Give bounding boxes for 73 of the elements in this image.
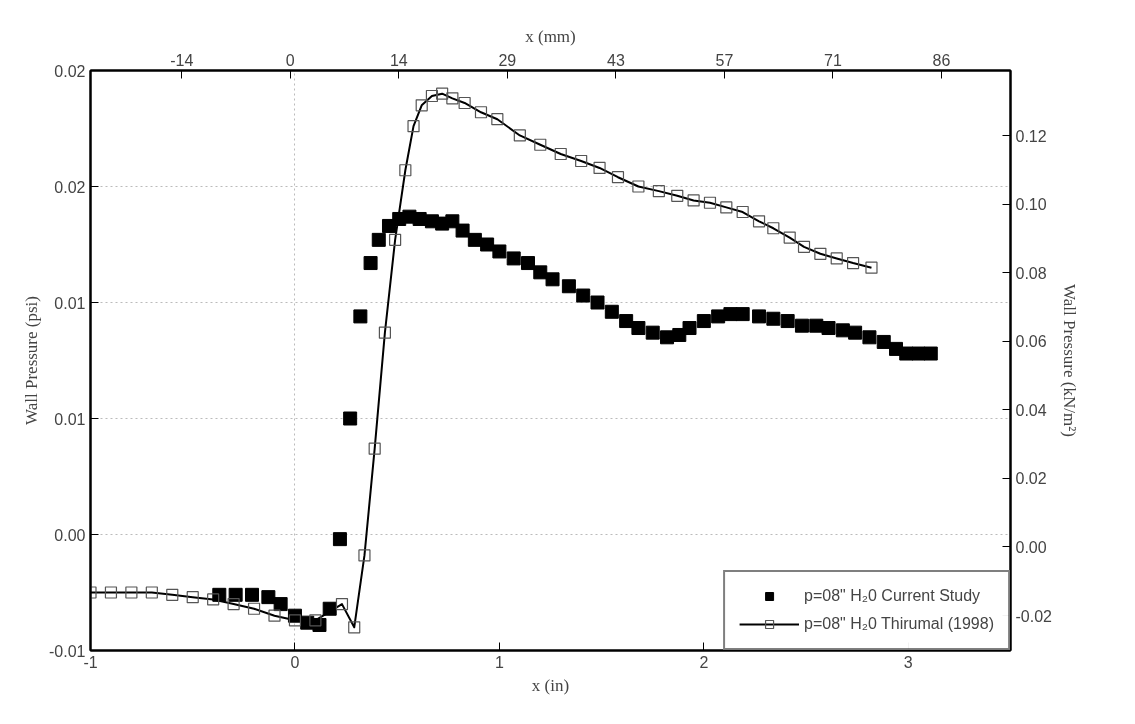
point	[228, 587, 243, 602]
point	[343, 411, 358, 426]
y2-tick-label: 0.10	[1015, 196, 1047, 214]
x2-tick-label: 29	[498, 51, 517, 69]
y2-tick-label: 0.02	[1015, 470, 1047, 488]
point	[506, 251, 521, 266]
point	[261, 590, 276, 605]
point	[492, 244, 507, 259]
point	[752, 309, 767, 324]
legend-label: p=08" H₂0 Thirumal (1998)	[804, 615, 994, 633]
point	[576, 288, 591, 303]
point	[353, 309, 368, 324]
y2-tick-label: 0.06	[1015, 333, 1047, 351]
legend-label: p=08" H₂0 Current Study	[804, 587, 981, 605]
x-axis-title: x (in)	[531, 675, 570, 695]
point	[723, 307, 738, 322]
y2-tick-label: -0.02	[1015, 607, 1053, 625]
point	[467, 232, 482, 247]
point	[876, 334, 891, 349]
x-tick-label: 0	[290, 653, 300, 671]
point	[590, 295, 605, 310]
point	[735, 307, 750, 322]
x2-tick-label: 71	[824, 51, 842, 69]
y-tick-label: 0.02	[54, 178, 86, 196]
x-tick-label: -1	[83, 653, 98, 671]
y2-tick-label: 0.00	[1015, 538, 1047, 556]
point	[645, 325, 660, 340]
point	[631, 321, 646, 336]
x2-tick-label: 86	[932, 51, 951, 69]
x-tick-label: 1	[494, 653, 504, 671]
point	[455, 223, 470, 238]
y-tick-label: 0.01	[54, 294, 86, 312]
y-tick-label: 0.01	[54, 410, 86, 428]
point	[561, 279, 576, 294]
point	[899, 346, 914, 361]
x2-tick-label: 14	[389, 51, 408, 69]
point	[363, 256, 378, 271]
point	[696, 314, 711, 329]
point	[245, 587, 260, 602]
point	[780, 314, 795, 329]
point	[332, 532, 347, 547]
point	[533, 265, 548, 280]
x2-tick-label: 0	[285, 51, 295, 69]
y-axis-title: Wall Pressure (psi)	[22, 296, 42, 425]
point	[923, 346, 938, 361]
point	[273, 597, 288, 612]
point	[848, 325, 863, 340]
point	[604, 304, 619, 319]
y-tick-label: 0.02	[54, 62, 86, 80]
x-tick-label: 2	[699, 653, 709, 671]
x2-tick-label: 43	[607, 51, 625, 69]
y2-axis-title: Wall Pressure (kN/m²)	[1059, 284, 1079, 437]
point	[480, 237, 495, 252]
point	[521, 256, 536, 271]
y2-tick-label: 0.04	[1015, 401, 1047, 419]
x-tick-label: 3	[903, 653, 913, 671]
point	[911, 346, 926, 361]
point	[711, 309, 726, 324]
y-tick-label: 0.00	[54, 526, 86, 544]
y2-tick-label: 0.12	[1015, 127, 1047, 145]
x2-tick-label: 57	[715, 51, 734, 69]
point	[794, 318, 809, 333]
point	[821, 321, 836, 336]
y-tick-label: -0.01	[49, 642, 86, 660]
point	[545, 272, 560, 287]
x2-tick-label: -14	[170, 51, 194, 69]
point	[619, 314, 634, 329]
y2-tick-label: 0.08	[1015, 264, 1047, 282]
point	[766, 311, 781, 326]
point	[682, 321, 697, 336]
x2-axis-title: x (mm)	[525, 26, 576, 46]
point	[862, 330, 877, 345]
point	[371, 232, 386, 247]
